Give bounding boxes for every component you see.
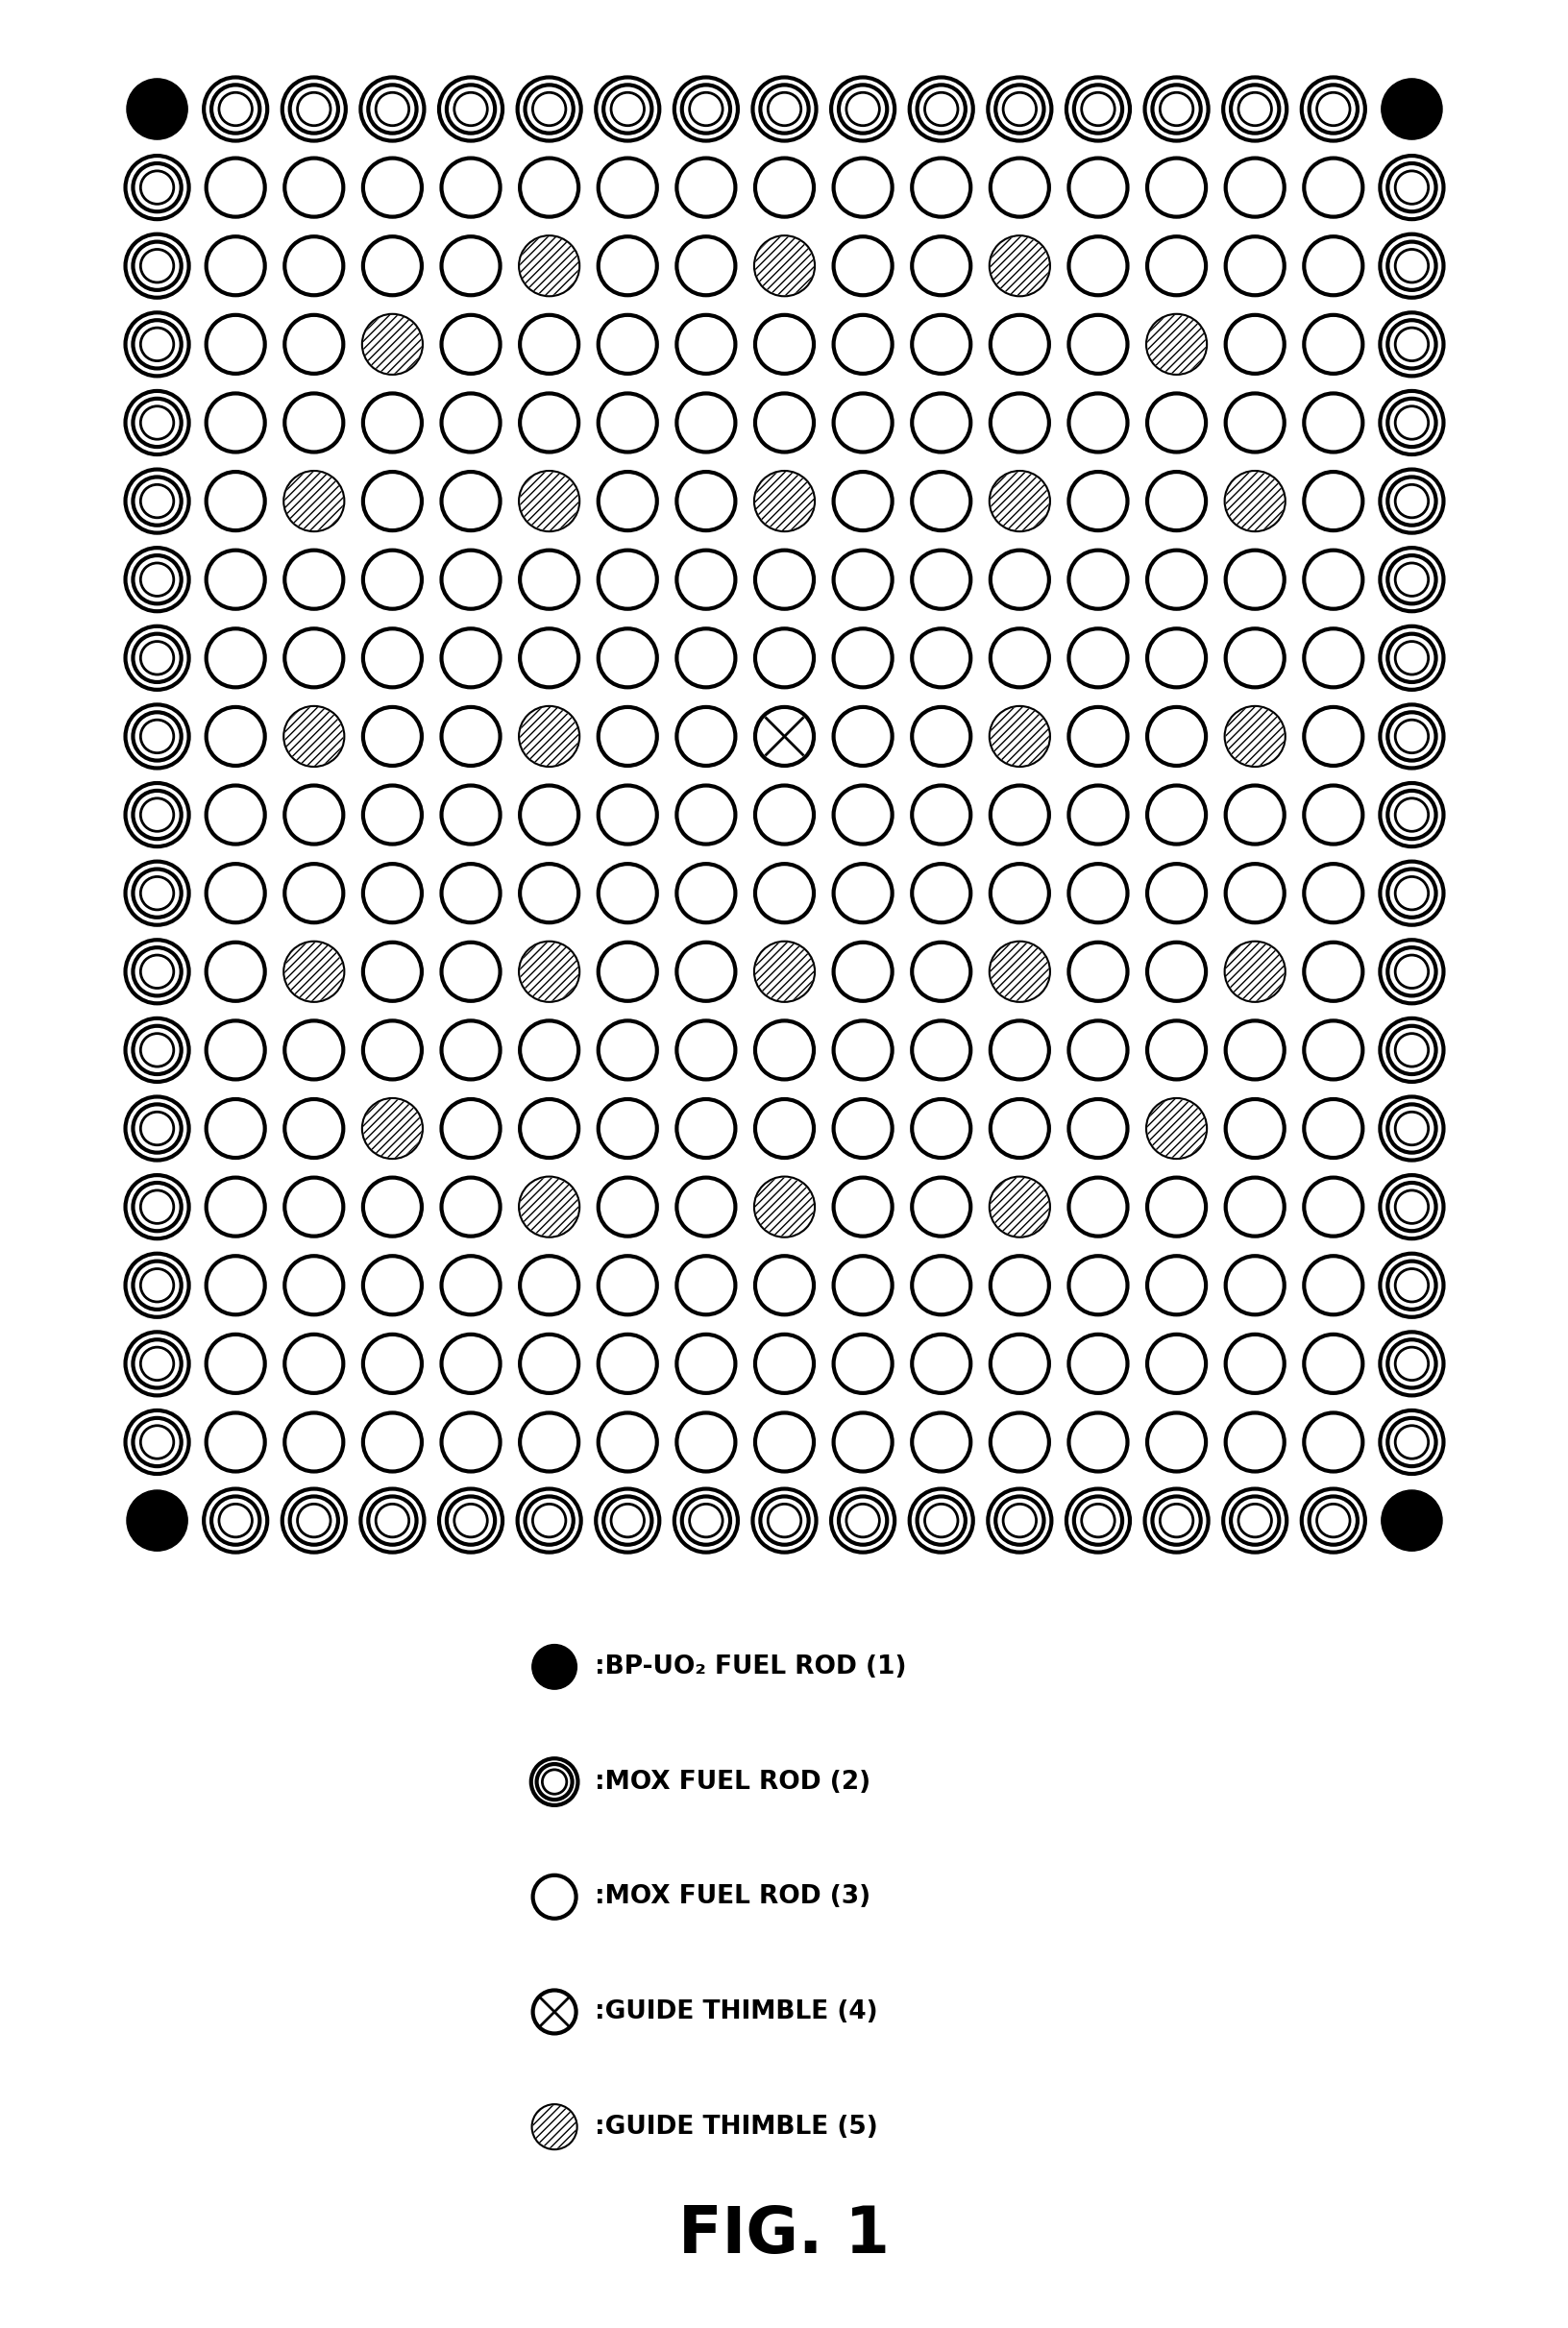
Circle shape <box>519 943 579 1001</box>
Circle shape <box>362 314 422 372</box>
Circle shape <box>1225 708 1284 766</box>
Circle shape <box>519 1178 579 1236</box>
Circle shape <box>754 1178 814 1236</box>
Circle shape <box>1146 1099 1206 1157</box>
Circle shape <box>1146 1099 1206 1157</box>
Circle shape <box>362 1099 422 1157</box>
Circle shape <box>519 708 579 766</box>
Text: :MOX FUEL ROD (2): :MOX FUEL ROD (2) <box>594 1769 870 1795</box>
Circle shape <box>1146 314 1206 372</box>
Circle shape <box>127 1490 188 1550</box>
Circle shape <box>1225 473 1284 531</box>
Circle shape <box>362 314 422 372</box>
Circle shape <box>989 1178 1049 1236</box>
Circle shape <box>284 473 343 531</box>
Circle shape <box>519 473 579 531</box>
Circle shape <box>989 708 1049 766</box>
Circle shape <box>362 1099 422 1157</box>
Circle shape <box>989 473 1049 531</box>
Circle shape <box>754 237 814 296</box>
Circle shape <box>519 473 579 531</box>
Circle shape <box>127 79 188 140</box>
Circle shape <box>533 2105 575 2149</box>
Circle shape <box>1146 314 1206 372</box>
Text: :MOX FUEL ROD (3): :MOX FUEL ROD (3) <box>594 1883 870 1909</box>
Circle shape <box>533 2105 575 2149</box>
Text: FIG. 1: FIG. 1 <box>679 2202 889 2267</box>
Circle shape <box>754 943 814 1001</box>
Text: :GUIDE THIMBLE (5): :GUIDE THIMBLE (5) <box>594 2114 878 2139</box>
Circle shape <box>989 237 1049 296</box>
Circle shape <box>284 473 343 531</box>
Circle shape <box>532 1644 577 1690</box>
Circle shape <box>533 1990 575 2032</box>
Circle shape <box>754 237 814 296</box>
Circle shape <box>989 943 1049 1001</box>
Circle shape <box>284 708 343 766</box>
Text: :BP-UO₂ FUEL ROD (1): :BP-UO₂ FUEL ROD (1) <box>594 1655 906 1678</box>
Circle shape <box>1225 943 1284 1001</box>
Circle shape <box>519 237 579 296</box>
Circle shape <box>989 708 1049 766</box>
Text: :GUIDE THIMBLE (4): :GUIDE THIMBLE (4) <box>594 2000 878 2025</box>
Circle shape <box>754 473 814 531</box>
Circle shape <box>989 237 1049 296</box>
Circle shape <box>1225 708 1284 766</box>
Circle shape <box>519 237 579 296</box>
Circle shape <box>1380 1490 1441 1550</box>
Circle shape <box>989 473 1049 531</box>
Circle shape <box>754 708 814 766</box>
Circle shape <box>519 708 579 766</box>
Circle shape <box>989 943 1049 1001</box>
Circle shape <box>1225 473 1284 531</box>
Circle shape <box>754 943 814 1001</box>
Circle shape <box>989 1178 1049 1236</box>
Circle shape <box>519 943 579 1001</box>
Circle shape <box>1225 943 1284 1001</box>
Circle shape <box>1380 79 1441 140</box>
Circle shape <box>754 473 814 531</box>
Circle shape <box>284 943 343 1001</box>
Circle shape <box>519 1178 579 1236</box>
Circle shape <box>284 943 343 1001</box>
Circle shape <box>284 708 343 766</box>
Circle shape <box>754 1178 814 1236</box>
